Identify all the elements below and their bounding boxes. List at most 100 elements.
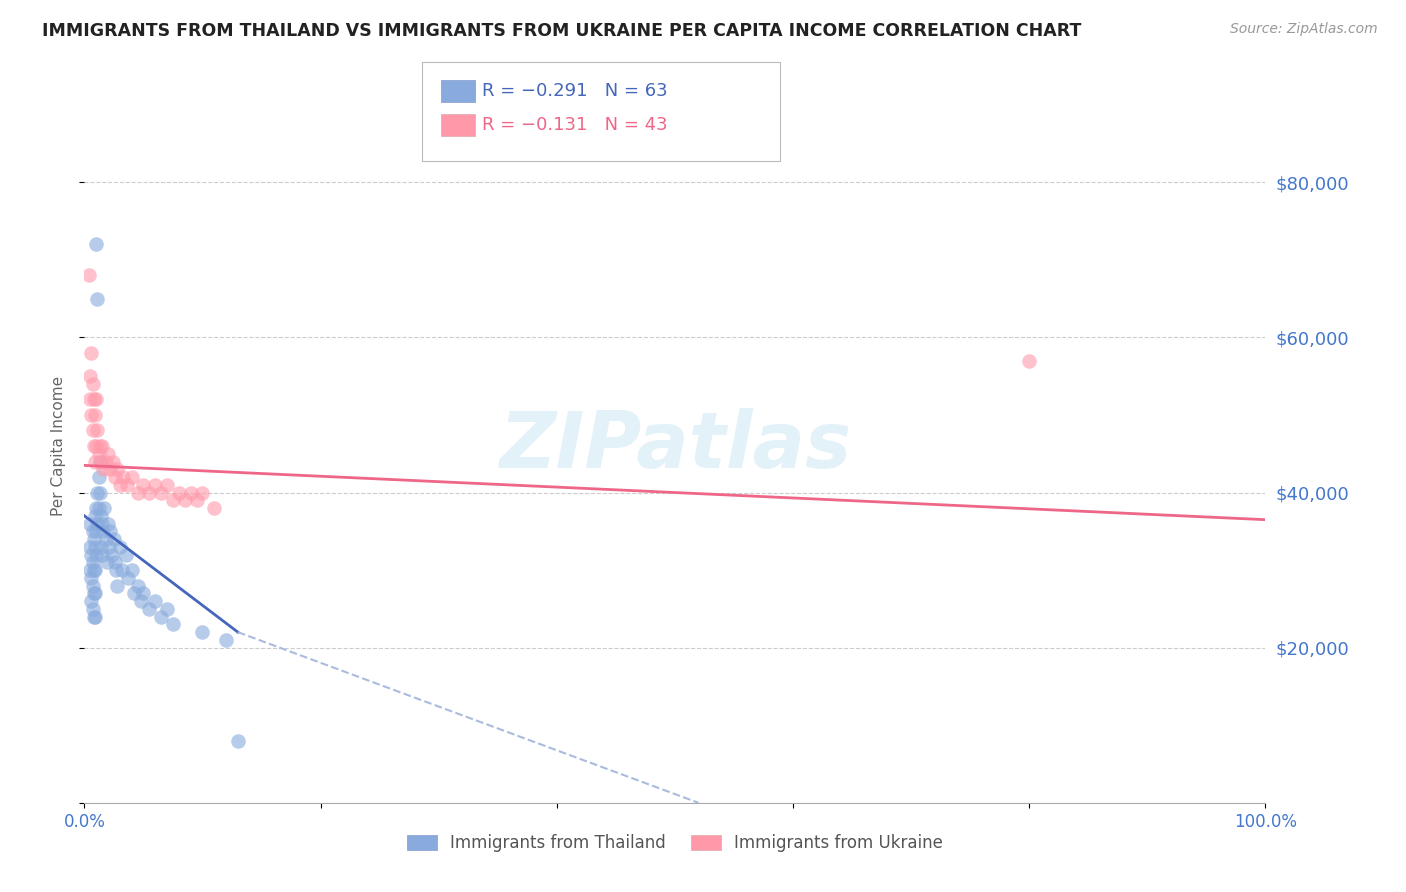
Point xyxy=(202,501,225,516)
Point xyxy=(1018,353,1040,368)
Point xyxy=(111,563,134,577)
Point xyxy=(91,439,114,453)
Point xyxy=(97,516,120,531)
Point xyxy=(122,586,145,600)
Point xyxy=(91,462,114,476)
Text: ZIPatlas: ZIPatlas xyxy=(499,408,851,484)
Point xyxy=(84,501,107,516)
Point xyxy=(103,532,125,546)
Point xyxy=(83,532,105,546)
Point xyxy=(100,548,122,562)
Point xyxy=(80,548,103,562)
Point xyxy=(112,470,135,484)
Point xyxy=(82,579,104,593)
Text: R = −0.291   N = 63: R = −0.291 N = 63 xyxy=(482,82,668,100)
Point xyxy=(121,470,143,484)
Point xyxy=(114,548,136,562)
Legend: Immigrants from Thailand, Immigrants from Ukraine: Immigrants from Thailand, Immigrants fro… xyxy=(401,828,949,859)
Point xyxy=(83,392,105,407)
Point xyxy=(138,602,160,616)
Point xyxy=(186,493,208,508)
Point xyxy=(83,563,105,577)
Point xyxy=(84,586,107,600)
Point xyxy=(83,609,105,624)
Point xyxy=(108,477,131,491)
Point xyxy=(79,563,101,577)
Point xyxy=(84,508,107,523)
Y-axis label: Per Capita Income: Per Capita Income xyxy=(51,376,66,516)
Point xyxy=(86,516,108,531)
Point xyxy=(104,470,127,484)
Point xyxy=(87,470,110,484)
Point xyxy=(91,524,114,539)
Point xyxy=(162,617,184,632)
Point xyxy=(105,563,128,577)
Point xyxy=(84,540,107,554)
Point xyxy=(150,609,173,624)
Text: Source: ZipAtlas.com: Source: ZipAtlas.com xyxy=(1230,22,1378,37)
Text: R = −0.131   N = 43: R = −0.131 N = 43 xyxy=(482,116,668,134)
Point xyxy=(79,540,101,554)
Point xyxy=(89,454,111,468)
Point xyxy=(143,594,166,608)
Point xyxy=(150,485,173,500)
Point xyxy=(104,555,127,569)
Point xyxy=(101,454,124,468)
Point xyxy=(82,424,104,438)
Point xyxy=(191,485,214,500)
Point xyxy=(98,462,121,476)
Point xyxy=(80,594,103,608)
Point xyxy=(79,369,101,384)
Point xyxy=(156,602,179,616)
Point xyxy=(87,501,110,516)
Point xyxy=(82,376,104,391)
Point xyxy=(82,602,104,616)
Point xyxy=(97,447,120,461)
Point xyxy=(80,408,103,422)
Point xyxy=(215,632,238,647)
Point xyxy=(77,268,100,283)
Point xyxy=(83,586,105,600)
Point xyxy=(90,508,112,523)
Point xyxy=(84,609,107,624)
Point xyxy=(93,501,115,516)
Point xyxy=(84,439,107,453)
Point xyxy=(84,408,107,422)
Point xyxy=(107,579,129,593)
Point xyxy=(90,454,112,468)
Point xyxy=(167,485,190,500)
Point xyxy=(117,571,139,585)
Point xyxy=(82,555,104,569)
Point xyxy=(108,540,131,554)
Point xyxy=(98,540,121,554)
Point xyxy=(162,493,184,508)
Point xyxy=(107,462,129,476)
Point xyxy=(90,540,112,554)
Point xyxy=(132,586,155,600)
Point xyxy=(86,424,108,438)
Point xyxy=(121,563,143,577)
Point xyxy=(91,548,114,562)
Point xyxy=(91,516,114,531)
Point xyxy=(84,392,107,407)
Point xyxy=(84,524,107,539)
Point xyxy=(143,477,166,491)
Point xyxy=(98,524,121,539)
Point xyxy=(80,571,103,585)
Point xyxy=(83,439,105,453)
Point xyxy=(86,292,108,306)
Point xyxy=(138,485,160,500)
Point xyxy=(89,439,111,453)
Text: IMMIGRANTS FROM THAILAND VS IMMIGRANTS FROM UKRAINE PER CAPITA INCOME CORRELATIO: IMMIGRANTS FROM THAILAND VS IMMIGRANTS F… xyxy=(42,22,1081,40)
Point xyxy=(180,485,202,500)
Point xyxy=(226,733,249,747)
Point xyxy=(79,392,101,407)
Point xyxy=(87,447,110,461)
Point xyxy=(115,477,138,491)
Point xyxy=(79,516,101,531)
Point xyxy=(86,485,108,500)
Point xyxy=(82,524,104,539)
Point xyxy=(191,625,214,640)
Point xyxy=(84,563,107,577)
Point xyxy=(89,485,111,500)
